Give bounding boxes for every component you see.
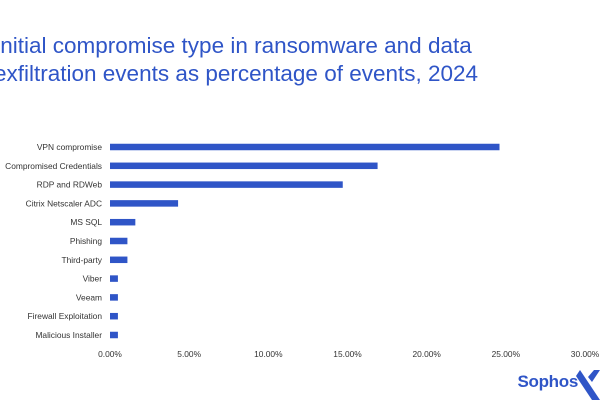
category-label: VPN compromise xyxy=(37,142,102,152)
category-label: MS SQL xyxy=(70,217,102,227)
bar xyxy=(110,218,136,226)
sophos-x-icon xyxy=(576,370,600,400)
x-tick-label: 25.00% xyxy=(492,349,521,359)
chart-title: Initial compromise type in ransomware an… xyxy=(0,33,479,86)
logo-text: Sophos xyxy=(517,372,578,391)
bars xyxy=(110,143,500,339)
category-labels: VPN compromise Compromised Credentials RDP… xyxy=(5,142,103,340)
category-label: Firewall Exploitation xyxy=(28,311,103,321)
x-tick-label: 30.00% xyxy=(571,349,600,359)
x-tick-label: 20.00% xyxy=(412,349,441,359)
category-label: Third-party xyxy=(62,255,103,265)
x-axis-ticks: 0.00% 5.00% 10.00% 15.00% 20.00% 25.00% 30.00% xyxy=(98,349,600,359)
bar xyxy=(110,256,128,264)
x-tick-label: 5.00% xyxy=(177,349,201,359)
category-label: Viber xyxy=(83,274,103,284)
category-label: Citrix Netscaler ADC xyxy=(26,198,102,208)
bar xyxy=(110,331,118,339)
category-label: Compromised Credentials xyxy=(5,161,102,171)
bar xyxy=(110,181,343,188)
bar xyxy=(110,200,179,207)
x-tick-label: 0.00% xyxy=(98,349,122,359)
category-label: RDP and RDWeb xyxy=(37,180,103,190)
category-label: Veeam xyxy=(76,292,102,302)
category-label: Malicious Installer xyxy=(35,330,102,340)
x-tick-label: 15.00% xyxy=(333,349,362,359)
x-tick-label: 10.00% xyxy=(254,349,283,359)
bar xyxy=(110,143,500,151)
category-label: Phishing xyxy=(70,236,102,246)
sophos-logo: Sophos xyxy=(500,364,600,400)
bar xyxy=(110,237,128,245)
bar xyxy=(110,275,118,282)
bar xyxy=(110,162,378,170)
bar xyxy=(110,294,118,301)
bar xyxy=(110,312,118,320)
